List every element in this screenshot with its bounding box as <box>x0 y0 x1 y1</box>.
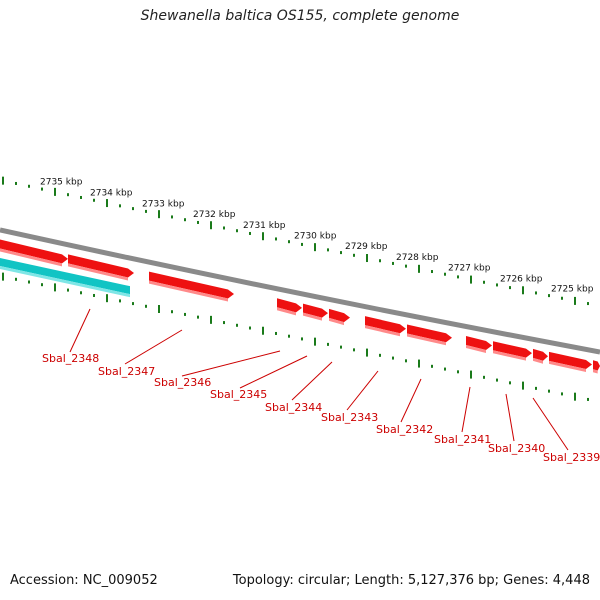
gene-label-connector <box>505 393 515 442</box>
gene-arrow <box>533 348 548 361</box>
gene-arrow <box>593 360 600 371</box>
gene-arrow <box>303 303 328 318</box>
gene-label: Sbal_2345 <box>210 388 267 401</box>
ruler-label: 2730 kbp <box>294 232 337 242</box>
gene-arrow <box>365 316 406 334</box>
gene-label: Sbal_2341 <box>434 433 491 446</box>
genome-backbone <box>0 227 600 355</box>
gene-label: Sbal_2342 <box>376 423 433 436</box>
gene-label-connector <box>461 386 471 433</box>
topology-text: Topology: circular; Length: 5,127,376 bp… <box>232 573 590 588</box>
map-title: Shewanella baltica OS155, complete genom… <box>140 8 460 24</box>
gene-arrow-shade <box>466 344 486 354</box>
gene-label: Sbal_2340 <box>488 442 545 455</box>
ruler-label: 2735 kbp <box>40 178 83 188</box>
gene-arrow-shade <box>0 266 130 298</box>
ruler-labels: 2735 kbp 2734 kbp 2733 kbp 2732 kbp 2731 kbp… <box>40 178 594 295</box>
accession-text: Accession: NC_009052 <box>10 573 158 588</box>
gene-arrow <box>407 324 452 343</box>
gene-arrow-shade <box>365 325 400 337</box>
gene-arrow-shade <box>0 248 62 267</box>
gene-arrow-shade <box>303 312 322 321</box>
ruler-label: 2731 kbp <box>243 221 286 231</box>
gene-label: Sbal_2347 <box>98 365 155 378</box>
forward-genes <box>0 239 600 374</box>
gene-arrow <box>549 351 592 370</box>
ruler-label: 2727 kbp <box>448 264 491 274</box>
gene-label-connector <box>69 308 91 353</box>
gene-arrow <box>493 341 532 358</box>
gene-arrow <box>329 308 350 323</box>
gene-arrow <box>0 239 68 264</box>
gene-label: Sbal_2339 <box>543 451 600 464</box>
gene-label: Sbal_2348 <box>42 352 99 365</box>
gene-arrow <box>149 271 234 299</box>
gene-label: Sbal_2346 <box>154 376 211 389</box>
ruler-label: 2726 kbp <box>500 274 543 284</box>
gene-label-connector <box>400 378 422 423</box>
gene-label: Sbal_2343 <box>321 411 378 424</box>
gene-label-connector <box>346 370 379 411</box>
gene-arrow <box>277 298 302 313</box>
gene-label-connector <box>181 350 281 377</box>
gene-arrow-shade <box>407 333 446 346</box>
ruler-label: 2729 kbp <box>345 242 388 252</box>
ruler-label: 2725 kbp <box>551 285 594 295</box>
gene-arrow <box>68 254 134 278</box>
gene-arrow-reverse <box>0 258 130 295</box>
gene-arrow-shade <box>277 307 296 316</box>
gene-arrow-shade <box>68 263 128 281</box>
inner-ruler-ticks <box>2 272 589 401</box>
gene-label-connector <box>532 397 569 451</box>
gene-arrow-shade <box>593 369 598 374</box>
gene-arrow-shade <box>549 360 586 373</box>
ruler-label: 2733 kbp <box>142 199 185 209</box>
outer-ruler-ticks <box>2 176 589 306</box>
gene-label-connector <box>124 329 183 365</box>
ruler-label: 2734 kbp <box>90 188 133 198</box>
ruler-label: 2732 kbp <box>193 210 236 220</box>
gene-arrow-shade <box>149 280 228 302</box>
gene-labels: Sbal_2348Sbal_2347Sbal_2346Sbal_2345Sbal… <box>42 308 600 464</box>
gene-arrow-shade <box>533 357 543 364</box>
reverse-genes <box>0 258 130 298</box>
gene-arrow <box>466 335 492 351</box>
gene-label-connector <box>239 355 308 389</box>
gene-label: Sbal_2344 <box>265 401 322 414</box>
gene-arrow-shade <box>329 317 344 326</box>
gene-arrow-shade <box>493 350 526 361</box>
ruler-label: 2728 kbp <box>396 253 439 263</box>
gene-label-connector <box>291 361 333 401</box>
